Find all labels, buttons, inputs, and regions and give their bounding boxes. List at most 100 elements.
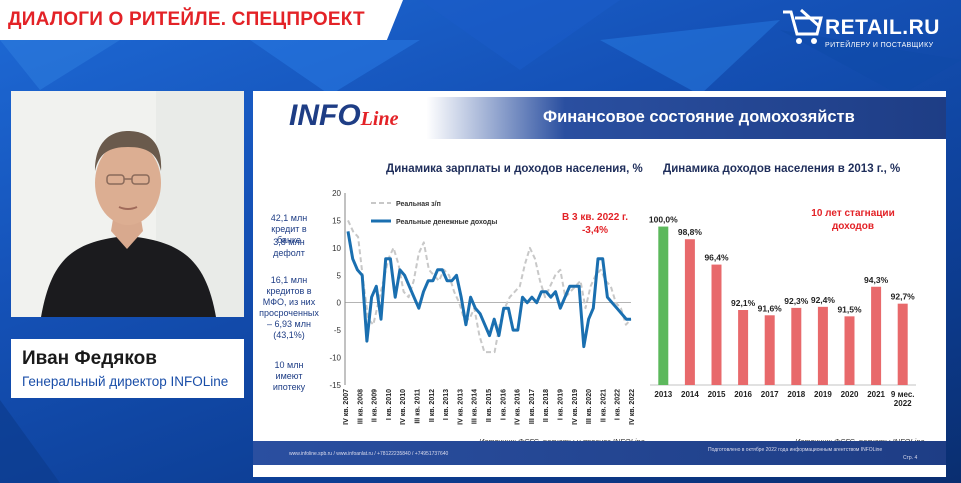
charts-canvas: -15 -10 -5 0 5 10 15 20 IV кв. 2007 III кв. 2008 I…	[329, 189, 916, 425]
annotation-bank-credit-label: кредит в банке	[271, 224, 307, 245]
bar-chart-bar	[897, 303, 908, 385]
bar-chart-data-label: 92,7%	[891, 292, 916, 302]
line-chart-annotation: В 3 кв. 2022 г.	[562, 212, 628, 223]
slide-footer-page: Стр. 4	[903, 455, 918, 461]
bar-chart-x-tick: 2018	[787, 390, 805, 399]
bar-chart-bar	[658, 226, 669, 385]
line-chart-x-tick: IV кв. 2022	[629, 389, 636, 425]
line-series-real-income	[346, 231, 631, 349]
brand-tagline: РИТЕЙЛЕРУ И ПОСТАВЩИКУ	[825, 42, 934, 49]
line-chart-x-tick: II кв. 2012	[429, 389, 436, 422]
line-chart-x-tick: IV кв. 2013	[457, 389, 464, 425]
annotation-default: 3,8 млн дефолт	[259, 237, 319, 259]
line-chart-title: Динамика зарплаты и доходов населения, %	[386, 163, 643, 175]
bar-chart-data-label: 94,3%	[864, 275, 889, 285]
retail-ru-logo: RETAIL.RU РИТЕЙЛЕРУ И ПОСТАВЩИКУ	[779, 4, 949, 50]
bar-chart-x-tick: 2015	[708, 390, 726, 399]
line-chart-y-tick: 5	[337, 271, 342, 280]
slide-header-band	[253, 97, 946, 139]
annotation-mfo: 16,1 млн кредитов в МФО, из них просроче…	[259, 275, 319, 341]
speaker-photo	[11, 91, 244, 317]
infoline-logo-main: INFO	[289, 99, 361, 132]
bar-chart-x-tick: 2019	[814, 390, 832, 399]
line-chart-x-tick: III кв. 2011	[415, 389, 422, 424]
slide-title: Финансовое состояние домохозяйств	[543, 108, 855, 126]
line-chart-x-tick: II кв. 2018	[543, 389, 550, 422]
line-chart-y-tick: -5	[334, 326, 342, 335]
bar-chart-bar	[684, 239, 695, 385]
line-chart-x-tick: I кв. 2019	[558, 389, 565, 420]
line-chart-x-tick: III кв. 2020	[586, 389, 593, 424]
bar-chart-bar	[711, 264, 722, 385]
speaker-name: Иван Федяков	[22, 348, 157, 369]
bar-chart-x-tick-line2: 2022	[894, 399, 912, 408]
bar-chart-bar	[871, 286, 882, 385]
bar-chart-x-tick: 2020	[841, 390, 859, 399]
bar-chart-bar	[791, 307, 802, 385]
bar-chart-annotation: 10 лет стагнации	[811, 208, 894, 219]
brand-name: RETAIL.RU	[825, 16, 940, 39]
line-chart-x-tick: IV кв. 2016	[515, 389, 522, 425]
line-chart-annotation-value: -3,4%	[582, 225, 608, 236]
line-chart-y-tick: -15	[329, 381, 341, 390]
annotation-default-label: дефолт	[273, 248, 305, 258]
bar-chart-data-label: 91,6%	[758, 303, 783, 313]
line-chart-y-tick: 0	[337, 299, 342, 308]
annotation-mfo-line4: – 6,93 млн	[267, 319, 311, 329]
line-chart-x-tick: II кв. 2015	[486, 389, 493, 422]
annotation-mortgage-value: 10 млн	[274, 360, 304, 370]
annotation-default-value: 3,8 млн	[273, 237, 305, 247]
line-chart-x-tick: I кв. 2022	[615, 389, 622, 420]
header-title: ДИАЛОГИ О РИТЕЙЛЕ. СПЕЦПРОЕКТ	[8, 9, 365, 30]
line-chart-x-tick: IV кв. 2007	[343, 389, 350, 425]
annotation-mfo-line2: МФО, из них	[262, 297, 316, 307]
slide-footer-contacts: www.infoline.spb.ru / www.infoanlat.ru /…	[289, 451, 449, 457]
legend-label-real-income: Реальные денежные доходы	[396, 219, 497, 226]
speaker-video	[11, 91, 244, 317]
annotation-mfo-value: 16,1 млн	[270, 275, 308, 285]
bar-chart-bar	[817, 306, 828, 385]
bar-chart-x-tick: 2021	[867, 390, 885, 399]
bar-chart-bar	[844, 316, 855, 385]
bar-chart-data-label: 92,3%	[784, 296, 809, 306]
annotation-mfo-line1: кредитов в	[266, 286, 312, 296]
bar-chart-x-tick: 2014	[681, 390, 699, 399]
bar-chart-bar	[764, 315, 775, 385]
annotation-bank-credit: 42,1 млн кредит в банке	[259, 213, 319, 246]
annotation-mfo-line3: просроченных	[259, 308, 319, 318]
annotation-mfo-line5: (43,1%)	[273, 330, 305, 340]
line-chart-x-tick: I кв. 2016	[500, 389, 507, 420]
bar-chart-x-tick: 2016	[734, 390, 752, 399]
bar-chart-data-label: 96,4%	[704, 253, 729, 263]
speaker-lower-third: Иван Федяков Генеральный директор INFOLi…	[11, 339, 244, 398]
bar-chart-bar	[738, 310, 749, 385]
slide-footer-credit: Подготовлено в октябре 2022 года информа…	[708, 447, 883, 453]
legend-label-real-wage: Реальная з/п	[396, 201, 441, 208]
infoline-logo-sub: Line	[360, 108, 399, 130]
bar-chart-data-label: 92,4%	[811, 295, 836, 305]
bar-chart-data-label: 91,5%	[837, 304, 862, 314]
bar-chart-data-label: 100,0%	[649, 215, 678, 225]
line-series-real-wage	[347, 219, 632, 354]
presentation-slide: INFOLine Финансовое состояние домохозяйс…	[253, 91, 946, 477]
line-chart-x-tick: II кв. 2009	[372, 389, 379, 422]
line-chart-x-tick: III кв. 2008	[357, 389, 364, 424]
speaker-role: Генеральный директор INFOLine	[22, 374, 229, 389]
line-chart-y-tick: -10	[329, 354, 341, 363]
bar-chart-x-tick: 9 мес.	[891, 390, 915, 399]
line-chart-x-tick: I кв. 2013	[443, 389, 450, 420]
bar-chart-data-label: 98,8%	[678, 227, 703, 237]
line-chart-x-tick: I кв. 2010	[386, 389, 393, 420]
line-chart-x-tick: III кв. 2017	[529, 389, 536, 424]
bar-chart-x-tick: 2013	[654, 390, 672, 399]
annotation-mortgage: 10 млн имеют ипотеку	[259, 360, 319, 393]
bar-chart-data-label: 92,1%	[731, 298, 756, 308]
bar-chart-x-tick: 2017	[761, 390, 779, 399]
annotation-mortgage-label: имеют ипотеку	[272, 371, 306, 392]
line-chart-x-tick: III кв. 2014	[472, 389, 479, 424]
annotation-bank-credit-value: 42,1 млн	[270, 213, 308, 223]
slide-footer: www.infoline.spb.ru / www.infoanlat.ru /…	[253, 441, 946, 465]
cart-icon	[783, 8, 823, 44]
line-chart-y-tick: 20	[332, 189, 341, 198]
bar-chart-annotation-line2: доходов	[832, 221, 874, 232]
